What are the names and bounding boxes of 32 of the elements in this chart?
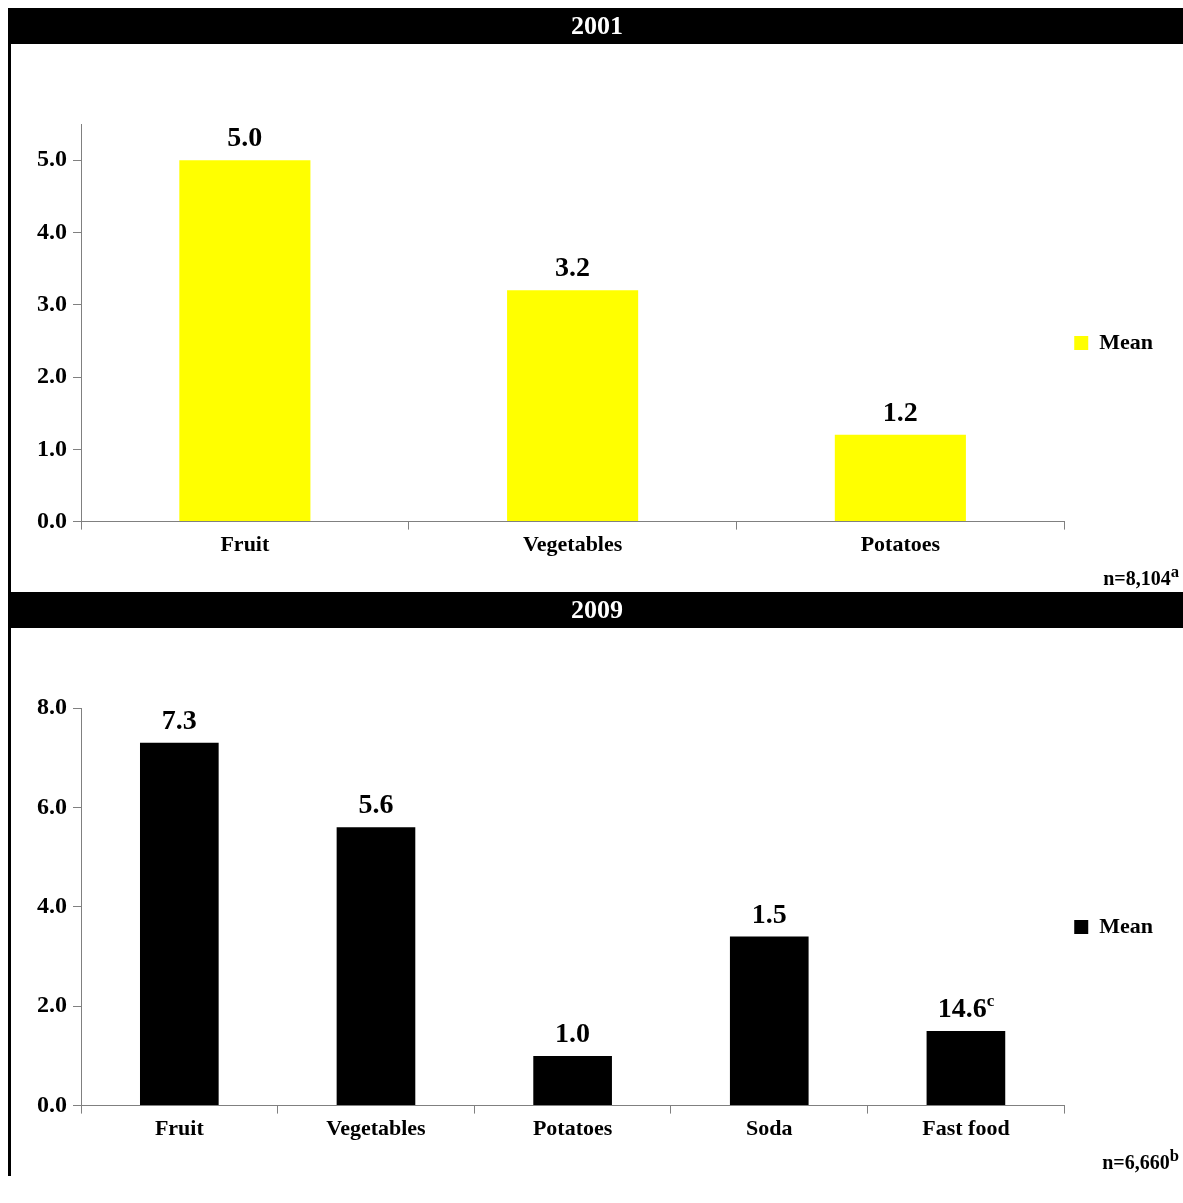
y-tick-label: 3.0 bbox=[37, 289, 67, 316]
data-label: 1.2 bbox=[882, 395, 918, 427]
data-label: 1.0 bbox=[555, 1016, 591, 1048]
y-tick-label: 0.0 bbox=[37, 506, 67, 533]
y-tick-label: 8.0 bbox=[37, 693, 67, 720]
y-tick-label: 1.0 bbox=[37, 434, 67, 461]
y-tick-label: 5.0 bbox=[37, 145, 67, 172]
y-tick-label: 6.0 bbox=[37, 792, 67, 819]
x-tick-label: Fast food bbox=[922, 1115, 1010, 1141]
x-tick-label: Potatoes bbox=[860, 531, 941, 557]
annotation: 1.5 bbox=[751, 897, 787, 929]
text: n=8,104$^{a}$ bbox=[1103, 562, 1179, 590]
y-tick-label: 2.0 bbox=[37, 991, 67, 1018]
chart-title: 2009 bbox=[11, 592, 1183, 628]
text: n=6,660$^{b}$ bbox=[1102, 1146, 1179, 1174]
chart-title: 2001 bbox=[11, 8, 1183, 44]
x-tick-label: Soda bbox=[746, 1115, 793, 1141]
y-tick-label: 4.0 bbox=[37, 892, 67, 918]
data-label: 7.3 bbox=[161, 703, 197, 735]
x-tick-label: Potatoes bbox=[532, 1115, 613, 1141]
data-label: 3.2 bbox=[555, 251, 591, 283]
y-tick-label: 0.0 bbox=[37, 1090, 67, 1117]
data-label: 5.6 bbox=[358, 788, 394, 820]
x-tick-label: Fruit bbox=[220, 531, 270, 557]
x-tick-label: Fruit bbox=[154, 1115, 205, 1141]
y-tick-label: 2.0 bbox=[37, 362, 67, 389]
y-tick-label: 4.0 bbox=[37, 217, 67, 244]
x-tick-label: Vegetables bbox=[522, 531, 623, 557]
x-tick-label: Vegetables bbox=[326, 1115, 427, 1141]
data-label: 5.0 bbox=[227, 121, 263, 153]
legend-label: Mean bbox=[1099, 328, 1153, 354]
legend-label: Mean bbox=[1099, 912, 1153, 938]
